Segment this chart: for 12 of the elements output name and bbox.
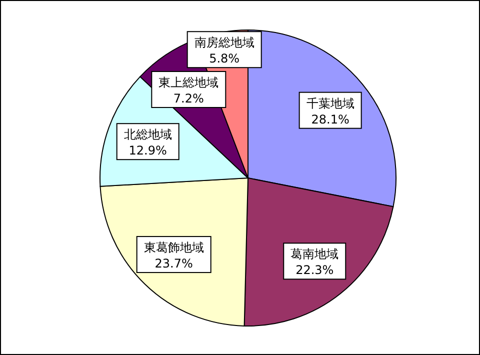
data-label: 22.3% (296, 263, 334, 278)
slice-label: 北総地域 (124, 128, 172, 142)
slice-label: 東葛飾地域 (144, 240, 204, 255)
data-label: 12.9% (128, 144, 167, 158)
slice-label: 南房総地域 (194, 36, 254, 50)
data-label: 7.2% (173, 91, 204, 106)
data-label: 5.8% (209, 52, 240, 66)
data-label: 28.1% (311, 112, 350, 126)
slice-label: 東上総地域 (158, 75, 219, 90)
slice-label: 千葉地域 (306, 96, 354, 110)
data-label: 23.7% (154, 256, 193, 271)
slice-label: 葛南地域 (290, 247, 339, 262)
